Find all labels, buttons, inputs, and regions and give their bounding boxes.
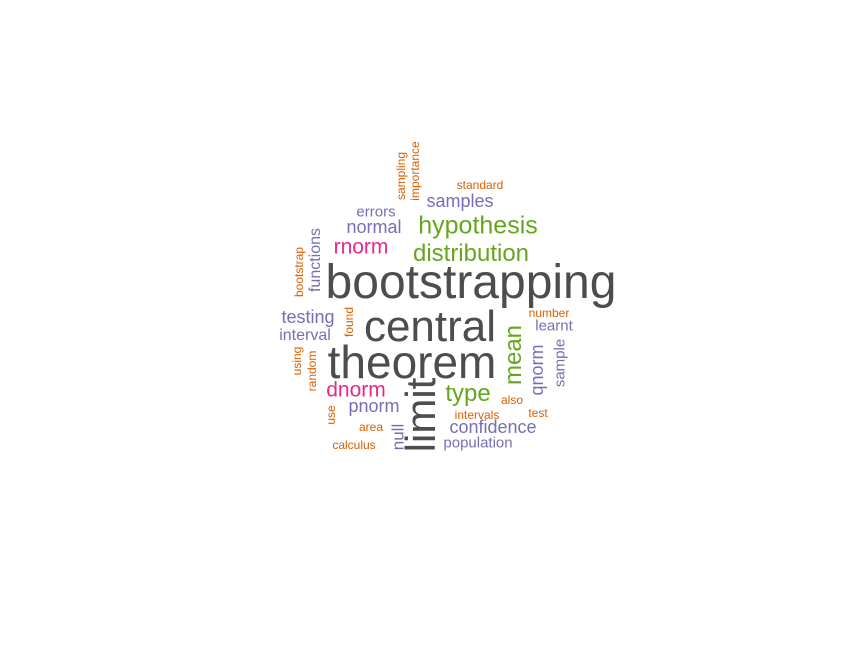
word-found: found <box>342 306 356 338</box>
word-errors: errors <box>356 203 396 221</box>
word-area: area <box>358 420 384 434</box>
word-pnorm: pnorm <box>348 396 400 416</box>
word-random: random <box>305 350 319 392</box>
word-type: type <box>445 380 491 407</box>
word-mean: mean <box>500 324 527 386</box>
word-population: population <box>443 434 513 452</box>
word-sample: sample <box>551 338 569 388</box>
word-using: using <box>290 346 304 376</box>
word-normal: normal <box>346 217 402 237</box>
word-learnt: learnt <box>535 317 573 335</box>
word-test: test <box>528 406 548 420</box>
word-functions: functions <box>307 227 324 293</box>
word-central: central <box>363 302 497 351</box>
word-calculus: calculus <box>332 438 376 452</box>
word-bootstrap: bootstrap <box>292 246 306 298</box>
word-confidence: confidence <box>449 417 537 437</box>
word-dnorm: dnorm <box>326 378 386 402</box>
word-testing: testing <box>281 307 335 327</box>
word-distribution: distribution <box>412 240 530 267</box>
word-number: number <box>528 306 570 320</box>
word-hypothesis: hypothesis <box>418 211 538 240</box>
word-interval: interval <box>279 327 331 344</box>
word-bootstrapping: bootstrapping <box>325 256 617 309</box>
word-also: also <box>500 393 524 407</box>
word-rnorm: rnorm <box>333 235 389 259</box>
word-sampling: sampling <box>394 151 408 201</box>
word-importance: importance <box>408 141 422 201</box>
word-intervals: intervals <box>454 408 500 422</box>
word-qnorm: qnorm <box>527 344 547 396</box>
word-theorem: theorem <box>327 336 497 388</box>
word-samples: samples <box>426 191 494 211</box>
word-standard: standard <box>456 178 504 192</box>
word-null: null <box>388 423 408 451</box>
word-use: use <box>324 405 338 425</box>
